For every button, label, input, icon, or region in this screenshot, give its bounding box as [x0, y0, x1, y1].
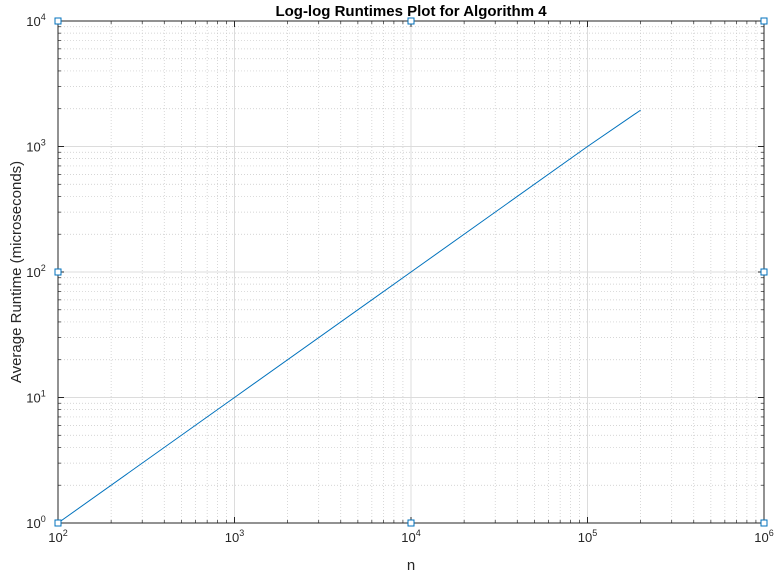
x-tick-label: 103	[225, 528, 244, 545]
y-tick-base: 10	[26, 391, 40, 406]
y-tick-label: 104	[26, 12, 45, 29]
square-marker	[760, 519, 768, 527]
y-tick-label: 101	[26, 389, 45, 406]
y-tick-exponent: 0	[41, 514, 46, 524]
x-tick-exponent: 6	[769, 528, 774, 538]
square-marker	[760, 17, 768, 25]
x-tick-label: 105	[578, 528, 597, 545]
y-tick-exponent: 4	[41, 12, 46, 22]
y-tick-label: 103	[26, 138, 45, 155]
square-marker	[54, 268, 62, 276]
x-tick-label: 106	[754, 528, 773, 545]
chart-title: Log-log Runtimes Plot for Algorithm 4	[275, 3, 547, 20]
square-marker	[54, 17, 62, 25]
y-tick-base: 10	[26, 140, 40, 155]
x-axis-title: n	[407, 557, 415, 574]
y-tick-exponent: 1	[41, 389, 46, 399]
x-tick-base: 10	[578, 530, 592, 545]
y-tick-base: 10	[26, 516, 40, 531]
x-tick-base: 10	[754, 530, 768, 545]
square-marker	[407, 519, 415, 527]
x-tick-base: 10	[401, 530, 415, 545]
y-tick-exponent: 2	[41, 263, 46, 273]
x-tick-base: 10	[48, 530, 62, 545]
square-marker	[760, 268, 768, 276]
x-tick-exponent: 4	[416, 528, 421, 538]
y-axis-title: Average Runtime (microseconds)	[8, 161, 25, 383]
x-tick-label: 104	[401, 528, 420, 545]
x-tick-exponent: 5	[592, 528, 597, 538]
y-tick-base: 10	[26, 14, 40, 29]
x-tick-label: 102	[48, 528, 67, 545]
square-marker	[407, 17, 415, 25]
x-tick-exponent: 3	[239, 528, 244, 538]
y-tick-base: 10	[26, 265, 40, 280]
series-line	[57, 109, 641, 524]
tick-layer	[57, 20, 765, 524]
x-tick-exponent: 2	[63, 528, 68, 538]
series-layer	[57, 109, 641, 524]
x-tick-base: 10	[225, 530, 239, 545]
marker-layer	[54, 17, 768, 527]
y-tick-label: 102	[26, 263, 45, 280]
y-tick-label: 100	[26, 514, 45, 531]
y-tick-exponent: 3	[41, 138, 46, 148]
square-marker	[54, 519, 62, 527]
